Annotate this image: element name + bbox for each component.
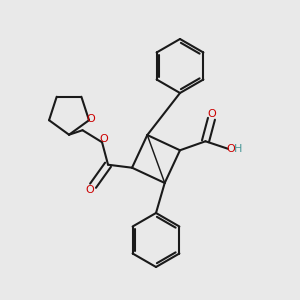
Text: O: O xyxy=(226,144,235,154)
Text: O: O xyxy=(207,109,216,119)
Text: O: O xyxy=(86,185,94,195)
Text: O: O xyxy=(86,114,95,124)
Text: O: O xyxy=(99,134,108,144)
Text: H: H xyxy=(234,144,242,154)
